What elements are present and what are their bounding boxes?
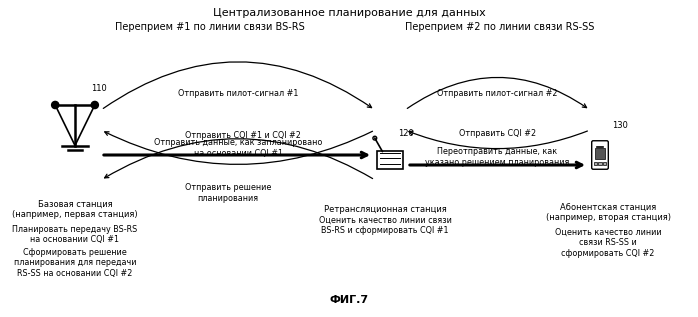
FancyBboxPatch shape [592,141,608,169]
FancyArrowPatch shape [408,77,586,108]
Text: Планировать передачу BS-RS
на основании CQI #1: Планировать передачу BS-RS на основании … [13,225,138,244]
Text: Сформировать решение
планирования для передачи
RS-SS на основании CQI #2: Сформировать решение планирования для пе… [14,248,136,278]
Circle shape [91,101,98,109]
Circle shape [52,101,59,109]
Text: Базовая станция: Базовая станция [38,200,112,209]
Text: Отправить пилот-сигнал #1: Отправить пилот-сигнал #1 [178,88,298,98]
Text: Переприем #1 по линии связи BS-RS: Переприем #1 по линии связи BS-RS [115,22,305,32]
Text: Оценить качество линии связи
BS-RS и сформировать CQI #1: Оценить качество линии связи BS-RS и сфо… [318,216,452,236]
Text: (например, первая станция): (например, первая станция) [12,210,138,219]
Text: 110: 110 [91,84,107,93]
Bar [595,147,604,159]
FancyArrowPatch shape [103,62,371,108]
FancyArrowPatch shape [105,131,373,165]
Text: Отправить пилот-сигнал #2: Отправить пилот-сигнал #2 [437,88,558,98]
Bar [602,162,606,165]
FancyArrowPatch shape [409,131,588,149]
Text: Отправить данные, как запланировано
на основании CQI #1: Отправить данные, как запланировано на о… [154,138,322,158]
Text: Отправить CQI #2: Отправить CQI #2 [459,128,536,138]
Text: 130: 130 [612,121,628,130]
FancyArrowPatch shape [105,139,373,178]
Bar [377,152,403,169]
Text: Ретрансляционная станция: Ретрансляционная станция [324,205,447,214]
Text: Централизованное планирование для данных: Централизованное планирование для данных [213,8,485,18]
Text: Отправить CQI #1 и CQI #2: Отправить CQI #1 и CQI #2 [185,131,301,139]
Text: Отправить решение
планирования: Отправить решение планирования [185,183,272,203]
Bar [598,162,602,165]
Text: ФИГ.7: ФИГ.7 [329,295,369,305]
Text: Оценить качество линии
связи RS-SS и
сформировать CQI #2: Оценить качество линии связи RS-SS и сфо… [555,228,661,258]
Text: Абонентская станция: Абонентская станция [560,203,656,212]
Text: Переприем #2 по линии связи RS-SS: Переприем #2 по линии связи RS-SS [406,22,595,32]
Text: 120: 120 [398,129,414,138]
Text: Переотправить данные, как
указано решением планирования: Переотправить данные, как указано решени… [425,147,570,167]
Text: (например, вторая станция): (например, вторая станция) [546,213,671,222]
Bar [594,162,597,165]
